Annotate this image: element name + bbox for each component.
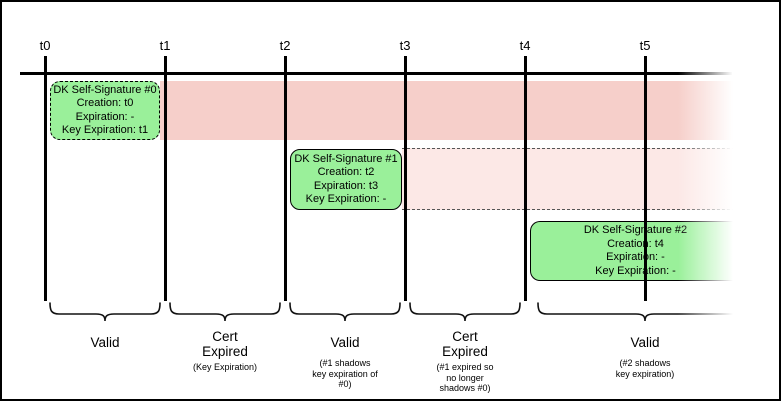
tick-label-t4: t4 [519,38,531,53]
signature-box-key-expiration: Key Expiration: - [595,264,676,277]
brace-segment-4 [409,302,521,322]
signature-box-creation: Creation: t2 [317,166,375,178]
signature-box-key-expiration: Key Expiration: - [305,193,387,205]
segment-status: Valid [630,334,660,350]
signature-box-2: DK Self-Signature #2 Creation: t4 Expira… [530,221,740,281]
segment-note: key expiration) [615,368,675,379]
segment-status: Cert [452,329,478,344]
signature-box-0: DK Self-Signature #0 Creation: t0 Expira… [50,81,160,140]
segment-note: (#1 shadows [319,358,371,368]
signature-box-title: DK Self-Signature #0 [53,83,157,96]
tick-line-t3 [404,56,407,301]
signature-box-key-expiration: Key Expiration: t1 [61,124,149,136]
signature-box-expiration: Expiration: t3 [313,179,379,192]
segment-status: Expired [202,344,248,359]
segment-note: (#1 expired so [436,362,494,372]
tick-label-t1: t1 [159,38,171,53]
timeline-axis [20,72,732,75]
tick-line-t0 [44,56,47,301]
brace-segment-3 [289,302,401,322]
signature-box-expiration: Expiration: - [606,251,665,263]
brace-segment-1 [49,302,161,322]
segment-status: Valid [330,334,360,350]
signature-box-expiration: Expiration: - [75,110,135,123]
segment-label-1: Valid [35,329,175,355]
segment-status: Valid [90,334,120,350]
expired-band-row1 [160,81,745,140]
tick-line-t5 [644,56,647,301]
tick-label-t2: t2 [279,38,291,53]
tick-label-t0: t0 [39,38,51,53]
segment-label-5: Valid (#2 shadows key expiration) [575,329,715,379]
segment-note: no longer [446,372,484,383]
signature-box-creation: Creation: t0 [76,97,134,109]
signature-box-1: DK Self-Signature #1 Creation: t2 Expira… [290,149,402,210]
segment-note: (Key Expiration) [192,362,258,372]
tick-line-t4 [524,56,527,301]
signature-box-title: DK Self-Signature #2 [583,224,688,236]
expired-band-row2 [402,148,745,210]
brace-segment-5 [537,302,753,322]
tick-label-t5: t5 [639,38,651,53]
tick-label-t3: t3 [399,38,411,53]
segment-label-3: Valid (#1 shadows key expiration of #0) [275,329,415,390]
segment-status: Expired [442,344,488,359]
segment-status: Cert [212,329,238,344]
segment-note: (#2 shadows [619,358,671,368]
segment-note: #0) [338,379,352,389]
signature-box-title: DK Self-Signature #1 [294,152,398,165]
tick-line-t1 [164,56,167,301]
segment-note: key expiration of [312,368,378,379]
segment-label-2: Cert Expired (Key Expiration) [155,329,295,373]
signature-box-creation: Creation: t4 [607,237,664,250]
tick-line-t2 [284,56,287,301]
segment-note: shadows #0) [439,383,491,393]
segment-label-4: Cert Expired (#1 expired so no longer sh… [395,329,535,394]
brace-segment-2 [169,302,281,322]
